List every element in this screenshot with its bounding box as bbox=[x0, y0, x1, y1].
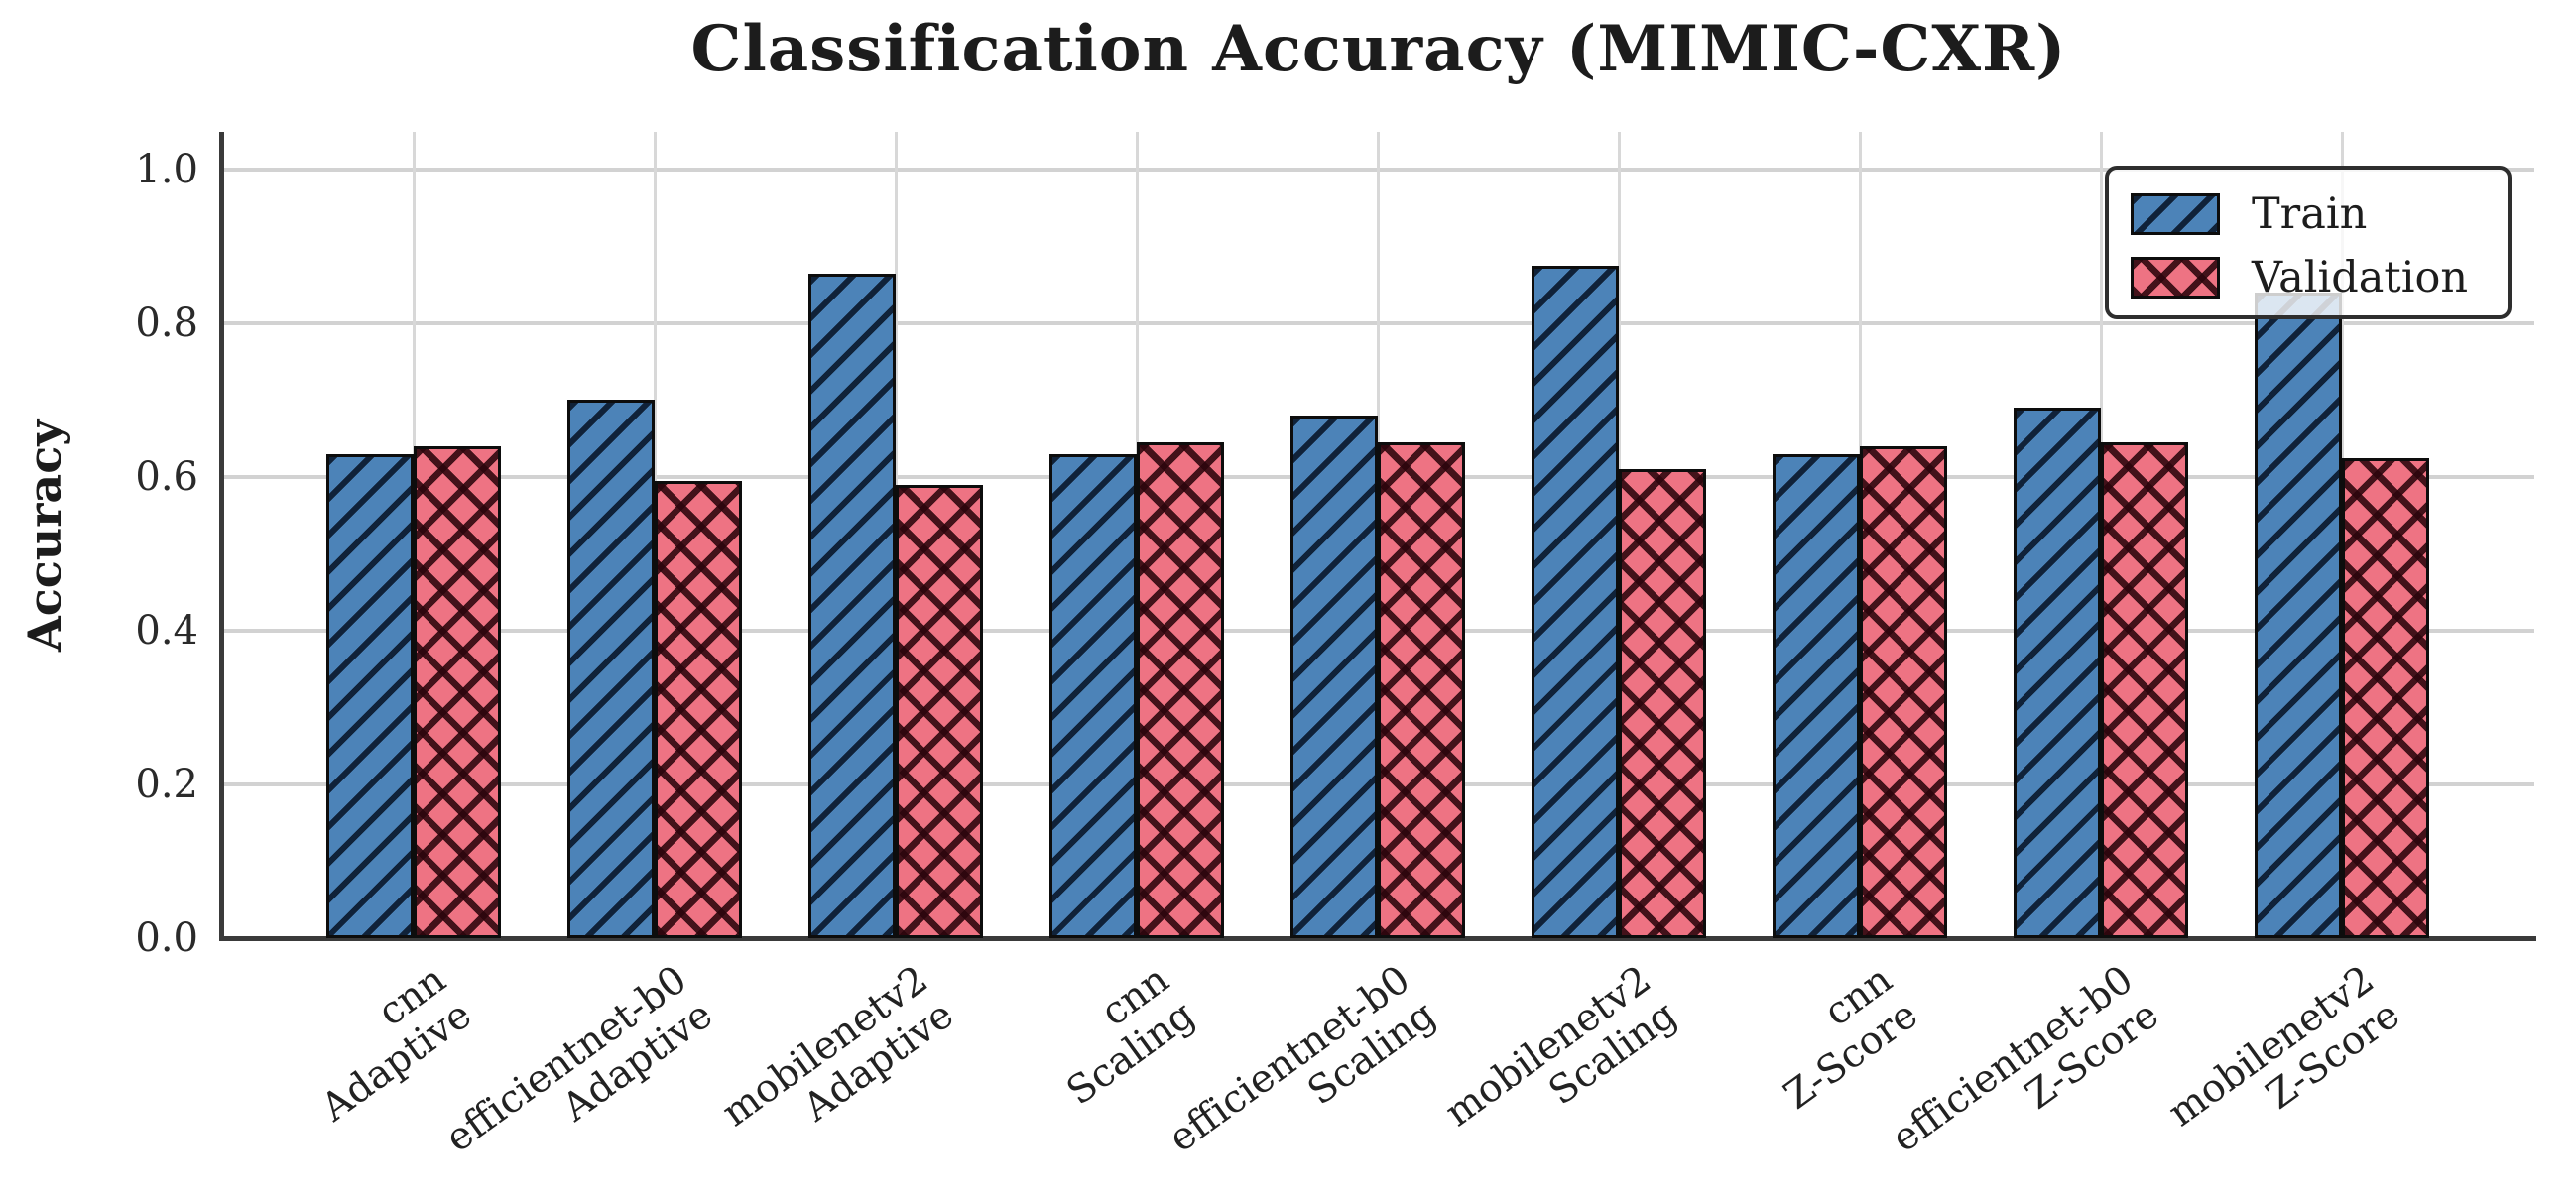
bar-train bbox=[2255, 293, 2342, 938]
validation-swatch-icon bbox=[2131, 257, 2220, 299]
bar-validation bbox=[414, 446, 501, 938]
legend: Train Validation bbox=[2105, 166, 2512, 319]
y-tick-label: 0.6 bbox=[135, 454, 198, 500]
y-tick-label: 0.8 bbox=[135, 300, 198, 346]
bar-train bbox=[1290, 416, 1378, 938]
train-swatch-icon bbox=[2131, 193, 2220, 235]
y-tick-label: 0.2 bbox=[135, 762, 198, 807]
y-tick-label: 1.0 bbox=[135, 147, 198, 192]
bar-train bbox=[326, 454, 414, 938]
bar-validation bbox=[1860, 446, 1947, 938]
bar-train bbox=[808, 274, 896, 938]
bar-train bbox=[2014, 408, 2101, 938]
bar-train bbox=[567, 400, 655, 938]
legend-item-validation: Validation bbox=[2131, 247, 2508, 308]
bar-train bbox=[1532, 266, 1619, 938]
legend-item-train: Train bbox=[2131, 183, 2508, 245]
y-tick-label: 0.0 bbox=[135, 915, 198, 961]
bar-validation bbox=[1619, 469, 1706, 938]
bar-validation bbox=[1378, 442, 1465, 938]
legend-label-train: Train bbox=[2252, 189, 2368, 239]
y-tick-label: 0.4 bbox=[135, 608, 198, 654]
y-axis-spine bbox=[219, 132, 224, 941]
bar-validation bbox=[2342, 458, 2429, 938]
bar-train bbox=[1049, 454, 1137, 938]
x-tick-label: mobilenetv2 Z-Score bbox=[2100, 957, 2408, 1198]
bar-validation bbox=[2101, 442, 2188, 938]
legend-label-validation: Validation bbox=[2252, 253, 2469, 302]
bar-validation bbox=[1137, 442, 1224, 938]
bar-validation bbox=[896, 485, 983, 938]
bar-train bbox=[1773, 454, 1860, 938]
x-axis-spine bbox=[219, 936, 2536, 941]
bar-validation bbox=[655, 481, 742, 938]
chart-title: Classification Accuracy (MIMIC-CXR) bbox=[690, 12, 2067, 86]
